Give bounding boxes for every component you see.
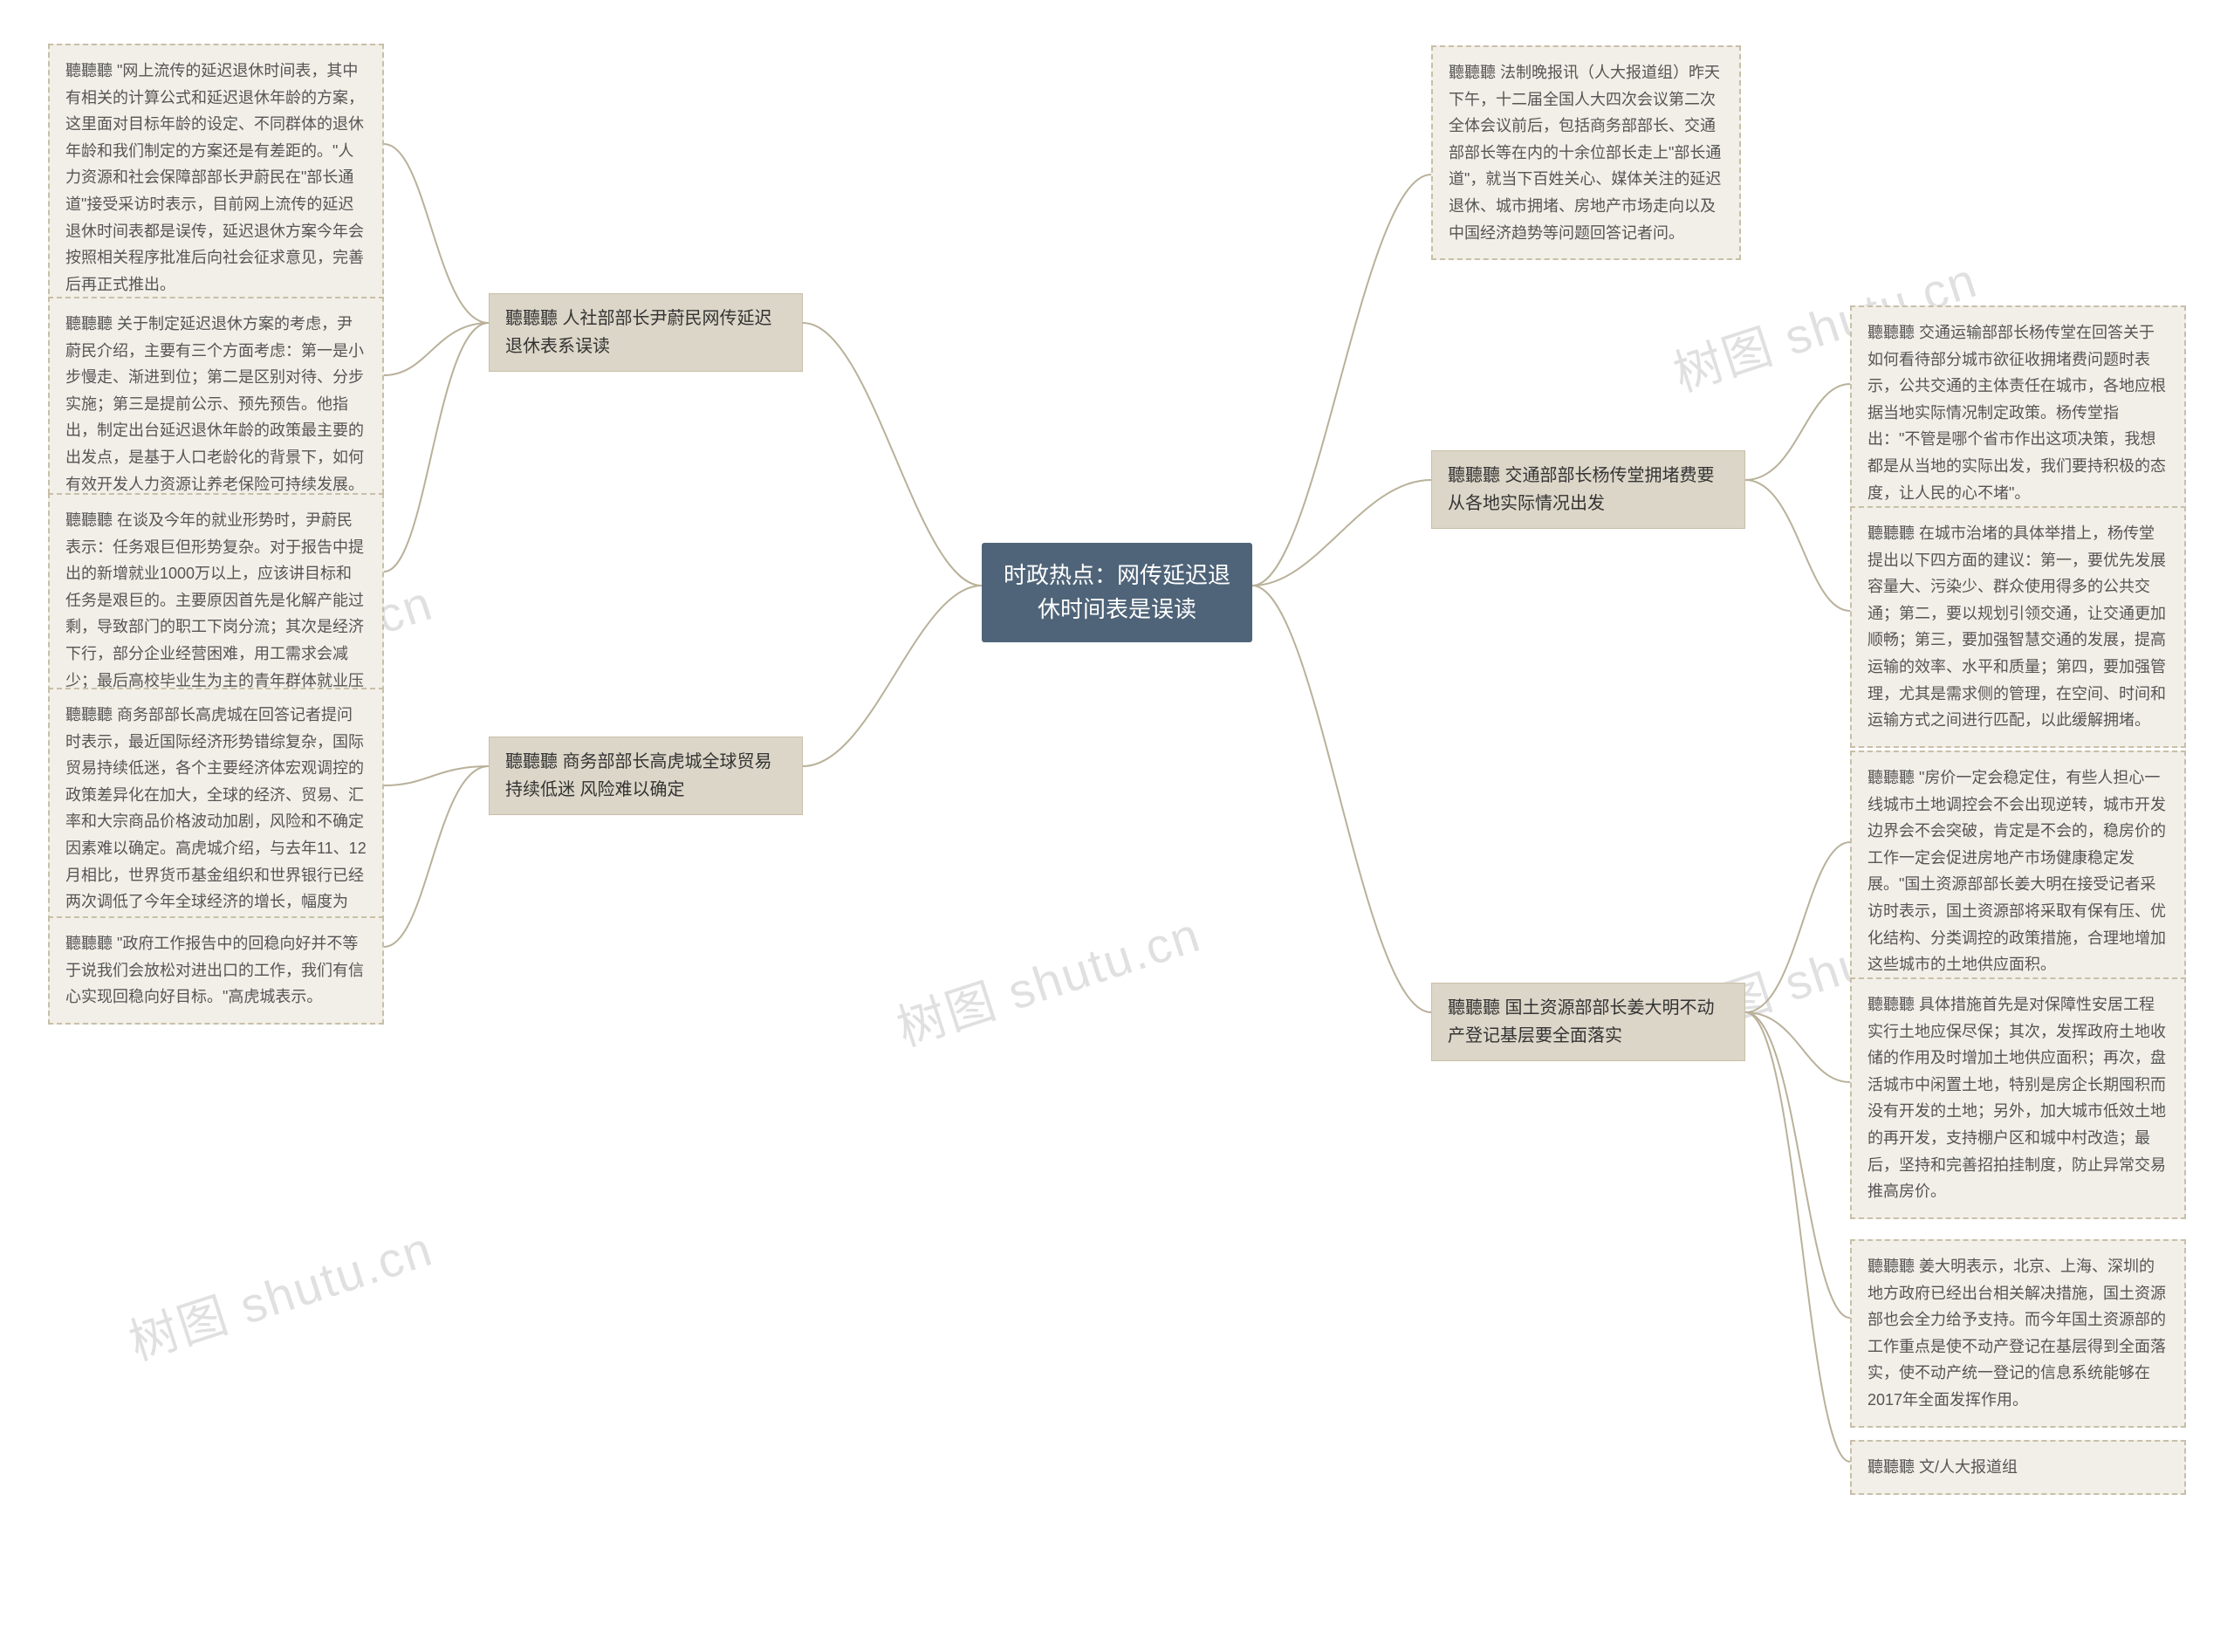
watermark: 树图 shutu.cn [119,1210,441,1374]
topic-left-2: 聽聽聽 商务部部长高虎城全球贸易持续低迷 风险难以确定 [489,737,803,815]
intro-block: 聽聽聽 法制晚报讯（人大报道组）昨天下午，十二届全国人大四次会议第二次全体会议前… [1431,45,1741,260]
watermark: 树图 shutu.cn [887,895,1209,1060]
center-node: 时政热点：网传延迟退休时间表是误读 [982,543,1252,642]
detail-right-1-1: 聽聽聽 交通运输部部长杨传堂在回答关于如何看待部分城市欲征收拥堵费问题时表示，公… [1850,305,2186,520]
detail-left-2-2: 聽聽聽 "政府工作报告中的回稳向好并不等于说我们会放松对进出口的工作，我们有信心… [48,916,384,1025]
detail-right-2-2: 聽聽聽 具体措施首先是对保障性安居工程实行土地应保尽保；其次，发挥政府土地收储的… [1850,977,2186,1219]
detail-right-1-2: 聽聽聽 在城市治堵的具体举措上，杨传堂提出以下四方面的建议：第一，要优先发展容量… [1850,506,2186,748]
detail-right-2-3: 聽聽聽 姜大明表示，北京、上海、深圳的地方政府已经出台相关解决措施，国土资源部也… [1850,1239,2186,1428]
detail-left-1-2: 聽聽聽 关于制定延迟退休方案的考虑，尹蔚民介绍，主要有三个方面考虑：第一是小步慢… [48,297,384,511]
detail-right-2-1: 聽聽聽 "房价一定会稳定住，有些人担心一线城市土地调控会不会出现逆转，城市开发边… [1850,751,2186,992]
topic-right-2: 聽聽聽 国土资源部部长姜大明不动产登记基层要全面落实 [1431,983,1745,1061]
topic-left-1: 聽聽聽 人社部部长尹蔚民网传延迟退休表系误读 [489,293,803,372]
topic-right-1: 聽聽聽 交通部部长杨传堂拥堵费要从各地实际情况出发 [1431,450,1745,529]
detail-right-2-4: 聽聽聽 文/人大报道组 [1850,1440,2186,1495]
detail-left-1-1: 聽聽聽 "网上流传的延迟退休时间表，其中有相关的计算公式和延迟退休年龄的方案，这… [48,44,384,312]
